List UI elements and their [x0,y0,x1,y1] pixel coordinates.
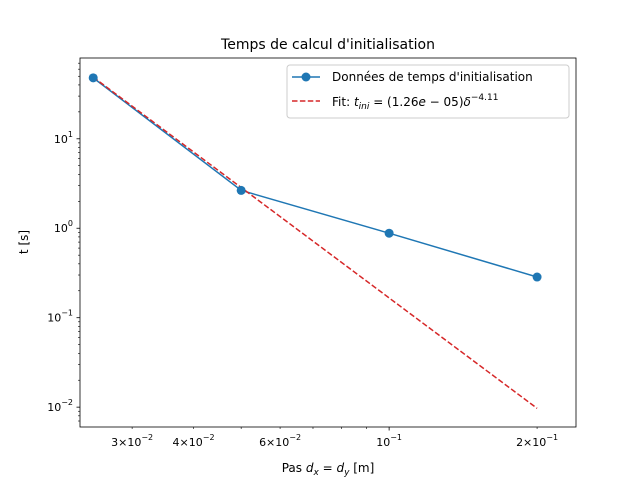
y-tick-label: 10−1 [47,309,73,325]
legend: Données de temps d'initialisation Fit: t… [286,64,570,119]
x-tick-label: 3×10−2 [111,433,153,449]
legend-box [286,64,570,119]
legend-label-data: Données de temps d'initialisation [332,70,533,84]
legend-marker-data [301,72,311,82]
y-axis-ticks: 10−2 10−1 100 101 [47,62,80,422]
x-tick-label: 2×10−1 [516,433,558,449]
axes-frame [79,57,577,428]
data-point [384,228,394,238]
legend-entry-data: Données de temps d'initialisation [292,70,533,84]
legend-label-fit: Fit: tini = (1.26e − 05)δ−4.11 [332,93,498,112]
y-tick-label: 101 [54,130,73,146]
legend-entry-fit: Fit: tini = (1.26e − 05)δ−4.11 [292,93,498,112]
y-tick-label: 10−2 [47,398,73,414]
data-point [532,272,542,282]
plot-area [88,73,542,409]
y-axis-label: t [s] [17,230,31,254]
y-tick-label: 100 [54,219,73,235]
x-tick-label: 10−1 [376,433,402,449]
data-point [88,73,98,83]
x-tick-label: 6×10−2 [259,433,301,449]
x-axis-label: Pas dx = dy [m] [282,461,375,478]
data-point [236,185,246,195]
series-fit-line [92,76,538,409]
x-axis-ticks: 3×10−2 4×10−2 6×10−2 10−1 2×10−1 [111,427,558,449]
x-tick-label: 4×10−2 [173,433,215,449]
series-data-line [92,77,538,278]
chart-title: Temps de calcul d'initialisation [220,37,435,53]
